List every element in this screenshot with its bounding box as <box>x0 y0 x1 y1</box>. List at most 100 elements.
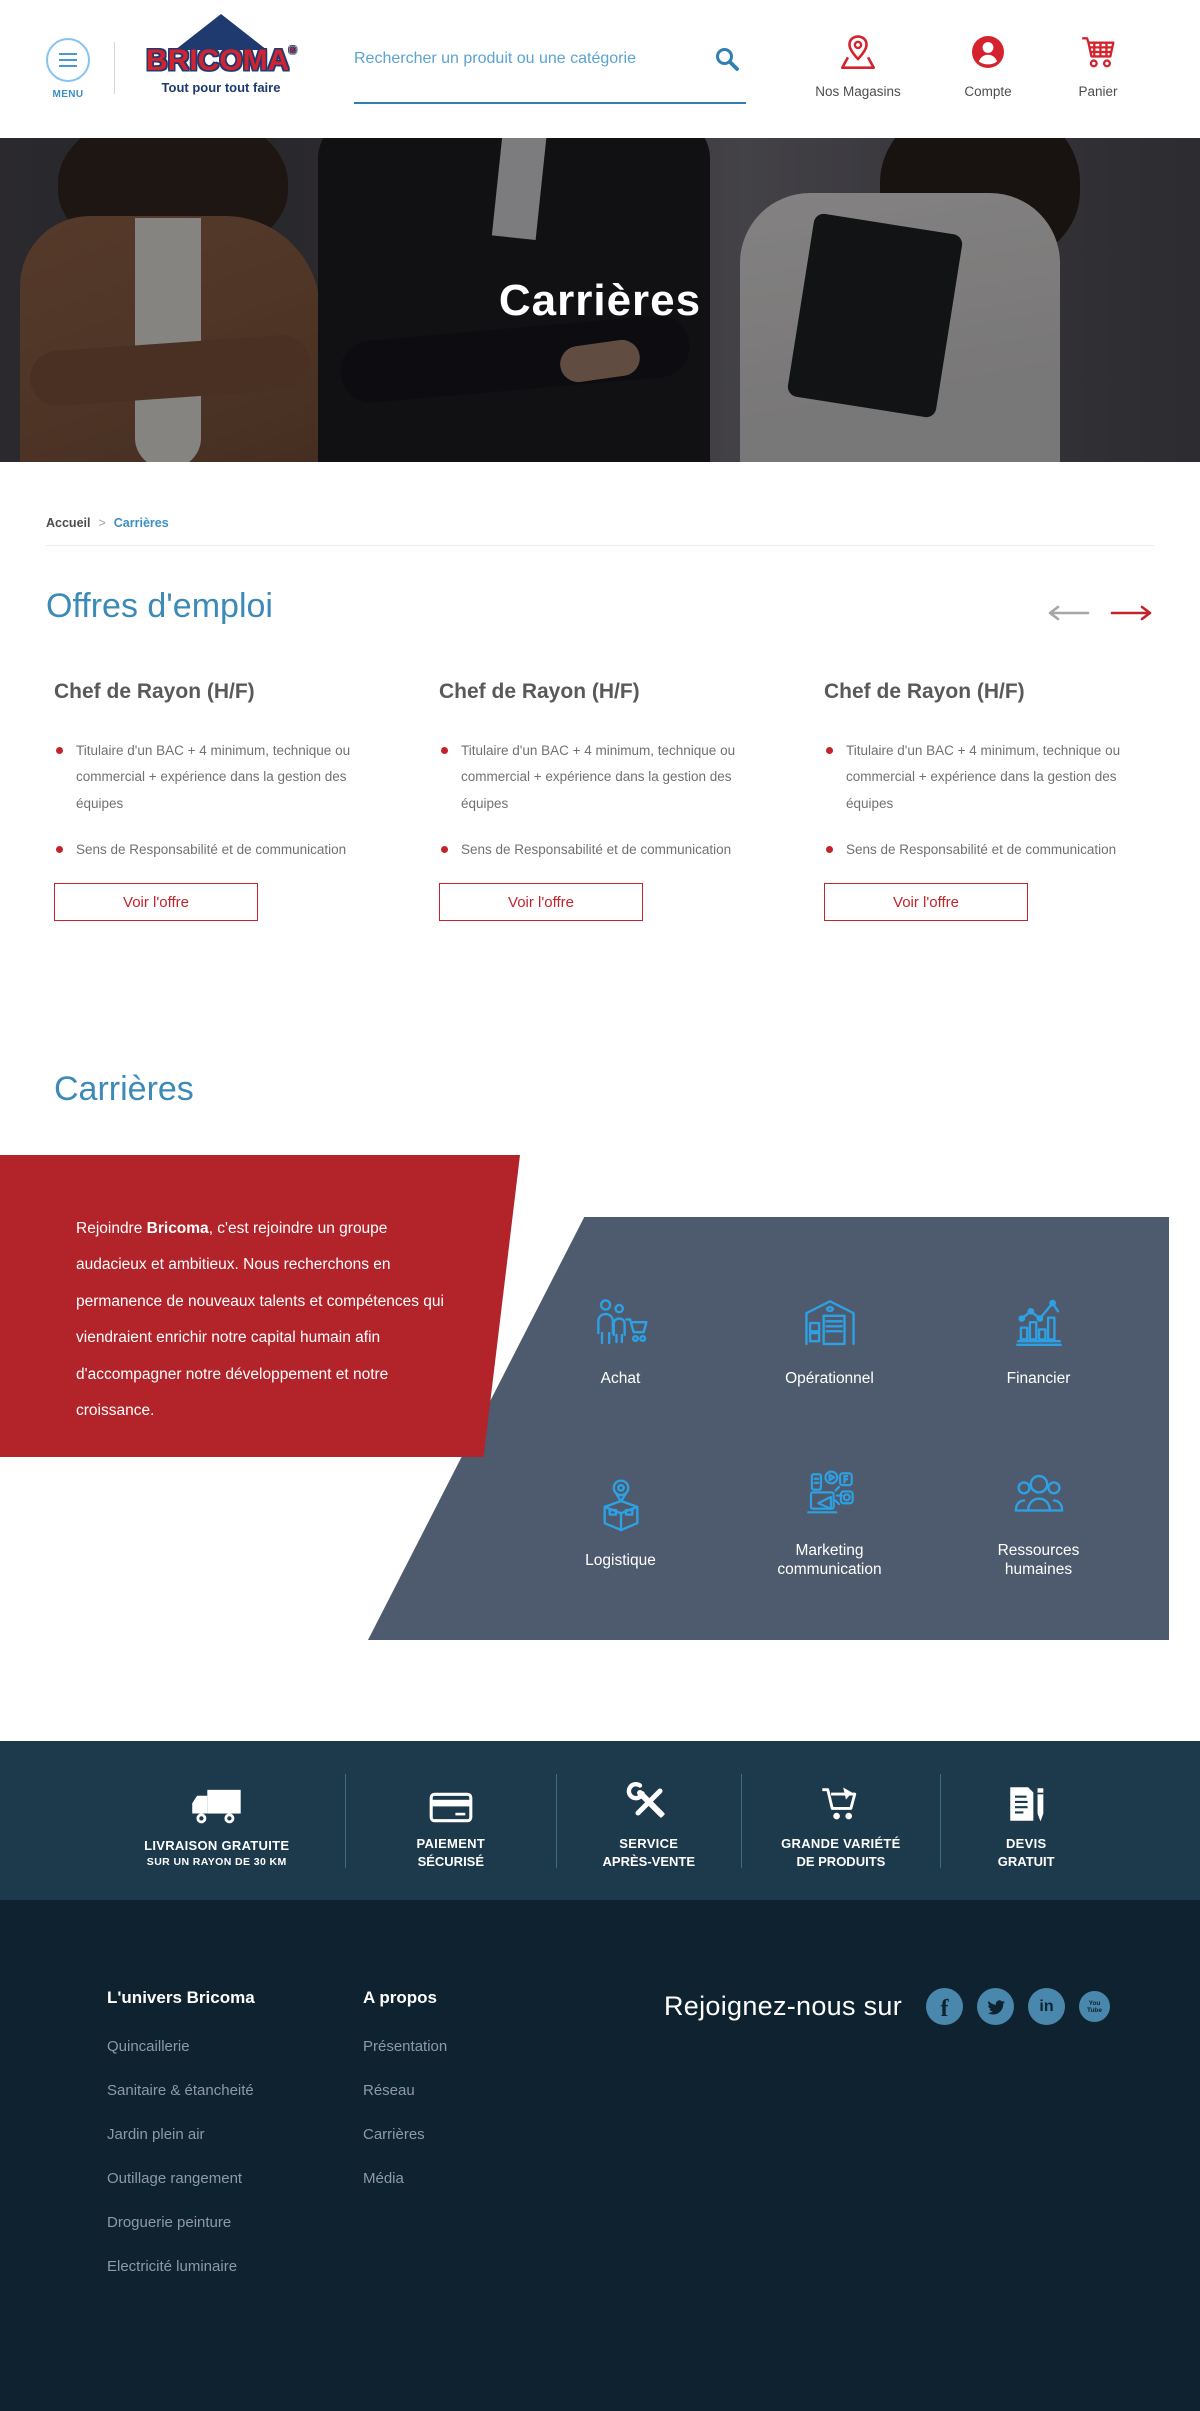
feature-free-delivery: LIVRAISON GRATUITE SUR UN RAYON DE 30 KM <box>88 1741 345 1900</box>
footer-link-media[interactable]: Média <box>363 2170 404 2187</box>
category-achat[interactable]: Achat <box>516 1251 725 1433</box>
breadcrumb: Accueil > Carrières <box>46 516 1154 530</box>
team-icon <box>1014 1474 1063 1512</box>
truck-icon <box>191 1789 241 1823</box>
bar-chart-icon <box>1015 1299 1062 1347</box>
feature-subtitle: SÉCURISÉ <box>417 1854 485 1869</box>
intro-text: , c'est rejoindre un groupe audacieux et… <box>76 1220 444 1420</box>
hero-banner: Carrières <box>0 138 1200 462</box>
people-cart-icon <box>596 1299 648 1345</box>
footer-link-sanitaire[interactable]: Sanitaire & étancheité <box>107 2082 254 2099</box>
see-offer-button[interactable]: Voir l'offre <box>439 883 643 922</box>
offers-title: Offres d'emploi <box>46 587 273 625</box>
hamburger-icon[interactable] <box>46 38 90 82</box>
cart-items-icon <box>822 1787 857 1820</box>
category-label: Logistique <box>585 1551 656 1569</box>
category-marketing[interactable]: Marketing communication <box>725 1433 934 1615</box>
cart-icon <box>1082 37 1115 68</box>
see-offer-button[interactable]: Voir l'offre <box>54 883 258 922</box>
job-requirement: Titulaire d'un BAC + 4 minimum, techniqu… <box>439 738 769 817</box>
category-label: Ressources humaines <box>997 1541 1080 1579</box>
footer-column-title: A propos <box>363 1988 437 2007</box>
see-offer-button[interactable]: Voir l'offre <box>824 883 1028 922</box>
linkedin-icon[interactable]: in <box>1028 1988 1065 2025</box>
search-icon <box>716 48 739 71</box>
menu-label: MENU <box>52 89 84 100</box>
nav-cart[interactable]: Panier <box>1058 30 1138 99</box>
category-operationnel[interactable]: Opérationnel <box>725 1251 934 1433</box>
intro-text: Rejoindre <box>76 1220 147 1237</box>
category-rh[interactable]: Ressources humaines <box>934 1433 1143 1615</box>
job-title: Chef de Rayon (H/F) <box>54 680 255 703</box>
registered-mark: ® <box>289 45 296 55</box>
credit-card-icon <box>429 1792 473 1823</box>
careers-intro-banner: Rejoindre Bricoma, c'est rejoindre un gr… <box>0 1155 520 1457</box>
footer-link-quincaillerie[interactable]: Quincaillerie <box>107 2038 190 2055</box>
careers-title: Carrières <box>54 1070 194 1108</box>
search-bar <box>354 44 746 104</box>
category-label: Opérationnel <box>785 1370 874 1388</box>
carousel-prev-arrow[interactable] <box>1046 605 1090 621</box>
job-card: Chef de Rayon (H/F) Titulaire d'un BAC +… <box>54 680 384 922</box>
nav-account[interactable]: Compte <box>948 30 1028 99</box>
feature-title: SERVICE <box>619 1836 679 1851</box>
footer-link-reseau[interactable]: Réseau <box>363 2082 415 2099</box>
breadcrumb-current: Carrières <box>113 516 169 530</box>
social-icons: f in You Tube <box>926 1988 1110 2025</box>
footer-link-outillage[interactable]: Outillage rangement <box>107 2170 243 2187</box>
footer-link-presentation[interactable]: Présentation <box>363 2038 448 2055</box>
menu-button[interactable]: MENU <box>46 38 90 100</box>
hero-overlay <box>0 138 1200 462</box>
feature-free-quote: DEVIS GRATUIT <box>940 1741 1112 1900</box>
header: MENU BRICOMA® Tout pour tout faire <box>0 0 1200 138</box>
twitter-icon[interactable] <box>977 1988 1014 2025</box>
job-requirement: Titulaire d'un BAC + 4 minimum, techniqu… <box>824 738 1154 817</box>
youtube-icon[interactable]: You Tube <box>1079 1991 1110 2022</box>
footer-link-carrieres[interactable]: Carrières <box>363 2126 425 2143</box>
bricoma-logo[interactable]: BRICOMA® Tout pour tout faire <box>146 14 296 95</box>
user-icon <box>972 36 1004 68</box>
category-logistique[interactable]: Logistique <box>516 1433 725 1615</box>
job-card: Chef de Rayon (H/F) Titulaire d'un BAC +… <box>439 680 769 922</box>
footer-link-droguerie[interactable]: Droguerie peinture <box>107 2214 232 2231</box>
breadcrumb-separator: > <box>98 516 106 530</box>
feature-title: PAIEMENT <box>416 1836 486 1851</box>
job-card: Chef de Rayon (H/F) Titulaire d'un BAC +… <box>824 680 1154 922</box>
feature-title: LIVRAISON GRATUITE <box>144 1837 290 1853</box>
logo-tagline: Tout pour tout faire <box>161 80 281 95</box>
careers-section: Carrières <box>0 1040 1200 1741</box>
footer-link-jardin[interactable]: Jardin plein air <box>107 2126 205 2143</box>
job-offers-section: Offres d'emploi Chef de Rayon (H/F) Titu… <box>0 553 1200 1040</box>
feature-after-sales: SERVICE APRÈS-VENTE <box>556 1741 741 1900</box>
search-button[interactable] <box>714 46 740 75</box>
job-requirement: Sens de Responsabilité et de communicati… <box>824 837 1154 863</box>
footer: L'univers Bricoma Quincaillerie Sanitair… <box>0 1900 1200 2411</box>
feature-subtitle: DE PRODUITS <box>796 1854 886 1869</box>
category-label: Marketing communication <box>777 1541 882 1579</box>
logo-roof-icon <box>175 14 267 50</box>
nav-stores-label: Nos Magasins <box>815 84 901 99</box>
package-pin-icon <box>603 1479 638 1531</box>
facebook-icon[interactable]: f <box>926 1988 963 2025</box>
footer-column-apropos: A propos Présentation Réseau Carrières M… <box>363 1988 578 2214</box>
departments-grid: Achat Opérationnel <box>516 1251 1143 1614</box>
features-bar: LIVRAISON GRATUITE SUR UN RAYON DE 30 KM… <box>0 1741 1200 1900</box>
feature-secure-payment: PAIEMENT SÉCURISÉ <box>345 1741 556 1900</box>
feature-title: DEVIS <box>1005 1836 1047 1851</box>
nav-stores[interactable]: Nos Magasins <box>796 30 920 99</box>
feature-subtitle: GRATUIT <box>997 1854 1055 1869</box>
tools-icon <box>626 1781 665 1818</box>
feature-subtitle: APRÈS-VENTE <box>602 1854 695 1869</box>
breadcrumb-home-link[interactable]: Accueil <box>46 516 91 530</box>
category-financier[interactable]: Financier <box>934 1251 1143 1433</box>
carousel-next-arrow[interactable] <box>1110 605 1154 621</box>
job-title: Chef de Rayon (H/F) <box>439 680 640 703</box>
footer-link-electricite[interactable]: Electricité luminaire <box>107 2258 238 2275</box>
breadcrumb-section: Accueil > Carrières <box>0 462 1200 553</box>
logo-wordmark: BRICOMA® <box>146 44 296 77</box>
category-label: Achat <box>600 1370 641 1388</box>
feature-product-variety: GRANDE VARIÉTÉ DE PRODUITS <box>741 1741 940 1900</box>
search-input[interactable] <box>354 44 709 74</box>
header-divider <box>114 42 115 94</box>
megaphone-icon <box>806 1470 854 1514</box>
